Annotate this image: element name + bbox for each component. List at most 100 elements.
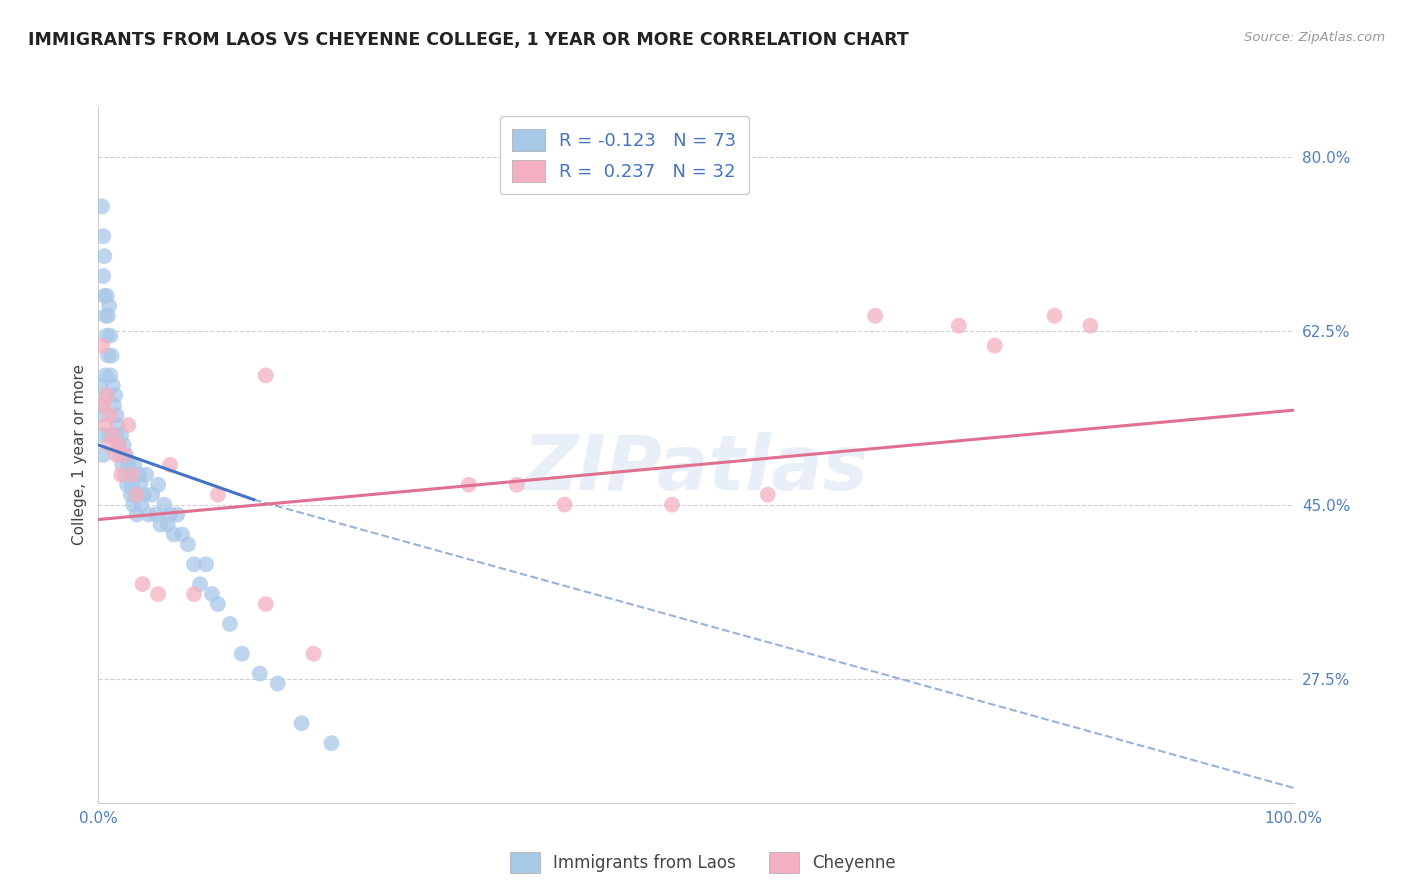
Point (91, 338, 114, 352)
Point (96, 328, 118, 343)
Point (131, 577, 153, 591)
Point (148, 477, 170, 491)
Point (159, 458, 181, 472)
Point (1080, 318, 1102, 333)
Point (98, 368, 122, 383)
Point (948, 318, 970, 333)
Point (97, 349, 120, 363)
Point (121, 467, 143, 482)
Point (98, 299, 121, 313)
Point (156, 517, 179, 532)
Point (148, 587, 170, 601)
Legend: Immigrants from Laos, Cheyenne: Immigrants from Laos, Cheyenne (503, 846, 903, 880)
Point (97, 309, 120, 323)
Point (104, 388, 127, 402)
Point (163, 527, 186, 541)
Point (96, 388, 118, 402)
Point (90, 398, 112, 412)
Text: Source: ZipAtlas.com: Source: ZipAtlas.com (1244, 31, 1385, 45)
Point (166, 508, 188, 522)
Point (458, 477, 481, 491)
Point (254, 368, 277, 383)
Point (107, 438, 129, 452)
Point (91, 398, 114, 412)
Point (108, 448, 131, 462)
Point (554, 498, 576, 512)
Point (107, 418, 129, 433)
Point (863, 309, 886, 323)
Point (98, 428, 121, 442)
Point (90, 378, 112, 392)
Point (290, 716, 312, 731)
Point (249, 666, 271, 681)
Point (188, 577, 211, 591)
Point (91, 229, 114, 244)
Point (105, 428, 128, 442)
Text: IMMIGRANTS FROM LAOS VS CHEYENNE COLLEGE, 1 YEAR OR MORE CORRELATION CHART: IMMIGRANTS FROM LAOS VS CHEYENNE COLLEGE… (28, 31, 908, 49)
Point (96, 289, 118, 303)
Point (111, 458, 134, 472)
Point (100, 349, 122, 363)
Point (110, 428, 132, 442)
Point (93, 289, 115, 303)
Point (141, 488, 163, 502)
Point (125, 488, 148, 502)
Point (149, 517, 172, 532)
Point (98, 438, 121, 452)
Point (118, 467, 141, 482)
Point (231, 647, 253, 661)
Point (207, 597, 229, 611)
Point (267, 676, 290, 690)
Point (129, 477, 152, 491)
Point (194, 558, 217, 572)
Point (302, 647, 325, 661)
Point (983, 338, 1005, 352)
Point (91, 408, 114, 422)
Point (91, 428, 114, 442)
Point (114, 448, 136, 462)
Point (172, 527, 194, 541)
Point (132, 488, 155, 502)
Point (91, 448, 114, 462)
Point (1043, 309, 1066, 323)
Point (254, 597, 277, 611)
Point (93, 249, 115, 263)
Point (756, 488, 779, 502)
Point (94, 309, 117, 323)
Point (177, 537, 200, 551)
Point (131, 498, 153, 512)
Point (115, 448, 138, 462)
Point (145, 508, 167, 522)
Point (105, 408, 128, 422)
Point (127, 488, 149, 502)
Point (107, 438, 129, 452)
Point (117, 418, 139, 433)
Point (124, 488, 146, 502)
Point (101, 428, 124, 442)
Point (506, 477, 529, 491)
Point (110, 467, 132, 482)
Point (98, 408, 122, 422)
Point (125, 508, 148, 522)
Point (183, 587, 205, 601)
Point (661, 498, 683, 512)
Point (96, 388, 118, 402)
Point (135, 467, 157, 482)
Point (122, 498, 145, 512)
Point (138, 508, 160, 522)
Point (91, 268, 114, 283)
Point (91, 199, 114, 213)
Point (183, 558, 205, 572)
Point (114, 467, 136, 482)
Y-axis label: College, 1 year or more: College, 1 year or more (72, 365, 87, 545)
Point (101, 378, 124, 392)
Point (153, 498, 176, 512)
Point (117, 458, 139, 472)
Point (128, 467, 150, 482)
Point (115, 477, 138, 491)
Point (94, 368, 117, 383)
Point (159, 508, 181, 522)
Point (124, 458, 146, 472)
Point (219, 616, 242, 631)
Point (321, 736, 343, 750)
